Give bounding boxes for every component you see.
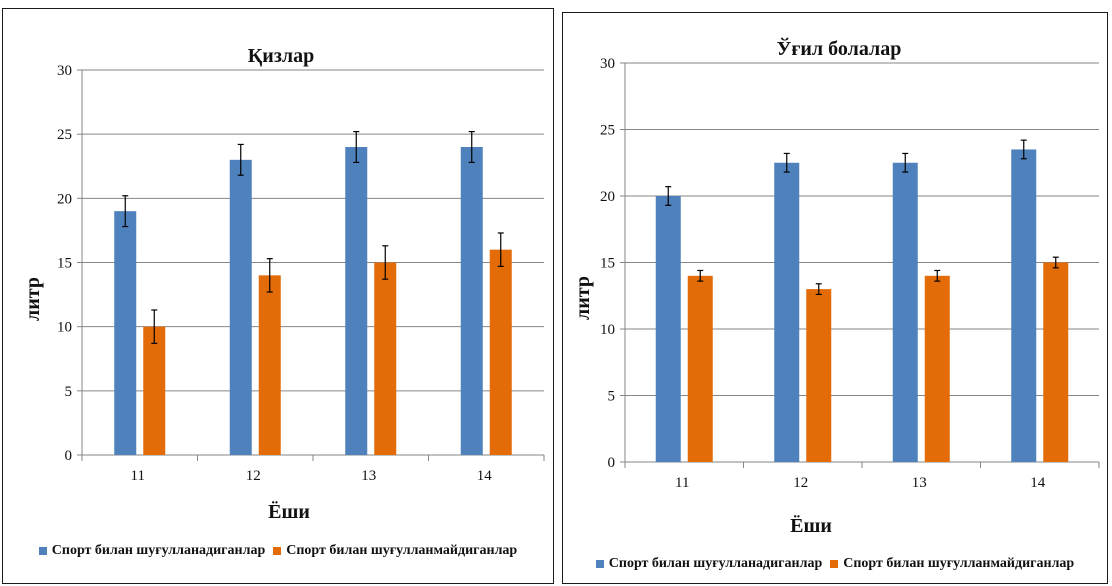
bar-series-1: [114, 211, 137, 455]
legend-swatch-series-1: [595, 560, 604, 568]
legend: Спорт билан шуғулланадиганлар Спорт била…: [563, 556, 1107, 572]
y-tick-label: 20: [57, 191, 72, 207]
y-tick-label: 15: [600, 256, 615, 272]
chart-title: Қизлар: [248, 45, 314, 67]
bar-series-1: [345, 147, 368, 455]
legend-swatch-series-2: [273, 547, 282, 555]
bar-series-2: [687, 275, 713, 462]
bar-series-1: [892, 162, 918, 462]
chart-title: Ўғил болалар: [777, 36, 902, 60]
x-tick-label: 11: [675, 475, 689, 491]
y-tick-label: 5: [608, 389, 616, 405]
bar-series-1: [460, 147, 483, 455]
x-tick-label: 12: [246, 468, 261, 484]
x-tick-label: 12: [793, 475, 808, 491]
bar-series-2: [806, 289, 832, 462]
y-tick-label: 10: [57, 320, 72, 336]
bar-series-2: [143, 326, 166, 455]
legend-item-series-1: Спорт билан шуғулланадиганлар: [595, 556, 823, 572]
y-tick-label: 0: [608, 455, 616, 471]
bar-series-2: [1043, 262, 1069, 462]
chart-svg-boys: Ўғил болалар литр Ёши 0 5 10 15 20 25 30 11 12 13…: [572, 36, 1100, 537]
x-axis-label: Ёши: [268, 500, 310, 523]
y-tick-label: 30: [57, 63, 72, 79]
bar-series-1: [774, 162, 800, 462]
x-tick-label: 13: [912, 475, 927, 491]
chart-panel-boys: Ўғил болалар литр Ёши 0 5 10 15 20 25 30 11 12 13…: [562, 12, 1108, 584]
legend-label-series-2: Спорт билан шуғулланмайдиганлар: [286, 543, 518, 558]
y-axis-label: литр: [22, 277, 44, 321]
y-tick-label: 25: [600, 123, 615, 139]
bar-series-1: [1011, 149, 1037, 462]
legend-item-series-1: Спорт билан шуғулланадиганлар: [38, 543, 266, 559]
legend-label-series-2: Спорт билан шуғулланмайдиганлар: [843, 556, 1075, 571]
y-tick-label: 0: [65, 448, 73, 464]
legend: Спорт билан шуғулланадиганлар Спорт била…: [3, 543, 553, 559]
y-tick-label: 20: [600, 189, 615, 205]
bar-series-2: [924, 275, 950, 462]
x-tick-label: 11: [131, 468, 145, 484]
y-tick-label: 10: [600, 322, 615, 338]
bar-series-1: [655, 196, 681, 462]
x-tick-label: 13: [361, 468, 376, 484]
legend-item-series-2: Спорт билан шуғулланмайдиганлар: [830, 556, 1074, 572]
legend-swatch-series-1: [38, 547, 47, 555]
chart-panel-girls: Қизлар литр Ёши 0 5 10 15 20 25 30 11 12 13 14 Спо…: [2, 8, 554, 584]
y-tick-label: 25: [57, 127, 72, 143]
bar-series-2: [489, 249, 512, 455]
legend-label-series-1: Спорт билан шуғулланадиганлар: [51, 543, 266, 558]
y-tick-label: 30: [600, 56, 615, 72]
legend-label-series-1: Спорт билан шуғулланадиганлар: [608, 556, 823, 571]
legend-item-series-2: Спорт билан шуғулланмайдиганлар: [273, 543, 517, 559]
x-tick-label: 14: [1030, 475, 1046, 491]
y-axis-label: литр: [572, 276, 594, 320]
y-tick-label: 15: [57, 256, 72, 272]
x-axis-label: Ёши: [790, 514, 832, 537]
bar-series-1: [229, 159, 252, 456]
chart-svg-girls: Қизлар литр Ёши 0 5 10 15 20 25 30 11 12 13 14: [22, 45, 545, 523]
bar-series-2: [374, 262, 397, 455]
y-tick-label: 5: [65, 384, 73, 400]
x-tick-label: 14: [477, 468, 493, 484]
bar-series-2: [258, 275, 281, 455]
legend-swatch-series-2: [830, 560, 839, 568]
